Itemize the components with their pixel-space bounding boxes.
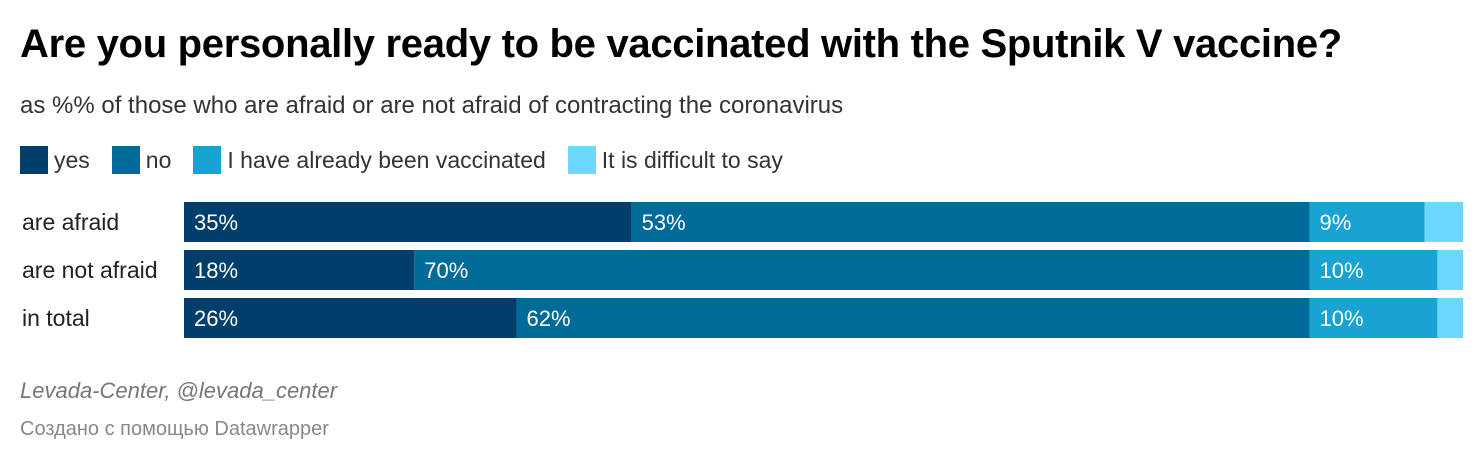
data-label-are-not-afraid-no: 70% bbox=[424, 258, 468, 283]
bar-in-total-no bbox=[516, 298, 1310, 338]
data-label-are-afraid-no: 53% bbox=[642, 210, 686, 235]
legend-label-already-vaccinated: I have already been vaccinated bbox=[227, 146, 546, 173]
legend-swatch-yes bbox=[20, 146, 48, 174]
data-label-are-afraid-i-have-already-been-vaccinated: 9% bbox=[1320, 210, 1352, 235]
data-label-in-total-i-have-already-been-vaccinated: 10% bbox=[1320, 306, 1364, 331]
data-label-in-total-no: 62% bbox=[527, 306, 571, 331]
bar-in-total-i-have-already-been-vaccinated bbox=[1309, 298, 1438, 338]
legend-item-yes: yes bbox=[20, 146, 90, 174]
data-label-are-not-afraid-i-have-already-been-vaccinated: 10% bbox=[1320, 258, 1364, 283]
data-label-are-not-afraid-yes: 18% bbox=[194, 258, 238, 283]
row-label-are-not-afraid: are not afraid bbox=[22, 257, 158, 283]
bar-are-not-afraid-it-is-difficult-to-say bbox=[1437, 250, 1463, 290]
chart-title: Are you personally ready to be vaccinate… bbox=[20, 22, 1342, 66]
bar-are-not-afraid-i-have-already-been-vaccinated bbox=[1309, 250, 1438, 290]
source-note: Levada-Center, @levada_center bbox=[20, 378, 338, 403]
legend-swatch-already-vaccinated bbox=[193, 146, 222, 174]
legend-swatch-difficult-to-say bbox=[567, 146, 596, 174]
legend-label-yes: yes bbox=[54, 146, 90, 173]
legend-label-no: no bbox=[145, 146, 172, 173]
chart-subtitle: as %% of those who are afraid or are not… bbox=[20, 92, 844, 119]
bar-are-not-afraid-yes bbox=[184, 250, 415, 290]
credit-note: Создано с помощью Datawrapper bbox=[20, 418, 329, 440]
bar-are-afraid-yes bbox=[184, 202, 632, 242]
bar-in-total-it-is-difficult-to-say bbox=[1437, 298, 1463, 338]
legend-label-difficult-to-say: It is difficult to say bbox=[601, 146, 783, 173]
data-label-are-afraid-yes: 35% bbox=[194, 210, 238, 235]
row-label-are-afraid: are afraid bbox=[22, 209, 119, 235]
legend-item-already-vaccinated: I have already been vaccinated bbox=[193, 146, 546, 174]
legend-item-no: no bbox=[111, 146, 172, 174]
bar-are-afraid-it-is-difficult-to-say bbox=[1424, 202, 1463, 242]
legend-item-difficult-to-say: It is difficult to say bbox=[567, 146, 783, 174]
row-label-in-total: in total bbox=[22, 305, 90, 331]
bar-are-afraid-no bbox=[631, 202, 1310, 242]
legend-swatch-no bbox=[111, 146, 140, 174]
data-label-in-total-yes: 26% bbox=[194, 306, 238, 331]
legend: yes no I have already been vaccinated It… bbox=[20, 146, 805, 174]
bar-are-afraid-i-have-already-been-vaccinated bbox=[1309, 202, 1425, 242]
bar-are-not-afraid-no bbox=[414, 250, 1310, 290]
bar-in-total-yes bbox=[184, 298, 517, 338]
